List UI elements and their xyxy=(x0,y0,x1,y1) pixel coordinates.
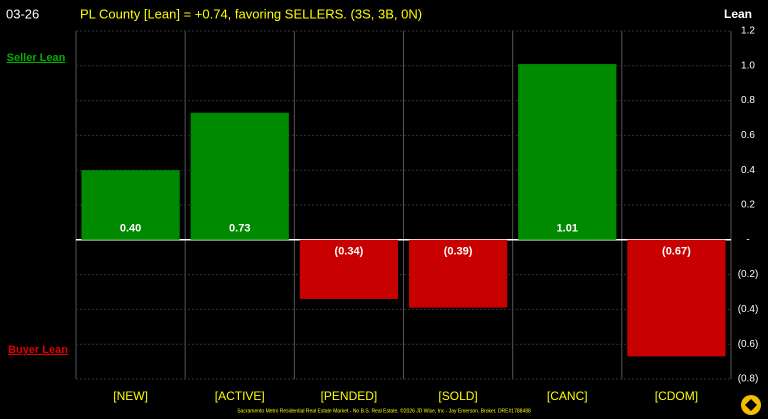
value-label: 0.73 xyxy=(229,223,250,235)
y-tick-label: (0.6) xyxy=(738,339,759,350)
y-tick-label: 1.2 xyxy=(741,26,755,37)
bar xyxy=(81,170,180,240)
y-tick-label: (0.8) xyxy=(738,374,759,385)
value-label: 1.01 xyxy=(557,223,578,235)
x-tick-label: [NEW] xyxy=(113,389,148,403)
x-tick-label: [PENDED] xyxy=(321,389,378,403)
bar xyxy=(627,239,726,357)
value-label: 0.40 xyxy=(120,223,141,235)
x-tick-label: [CDOM] xyxy=(655,389,698,403)
y-tick-label: 0.4 xyxy=(741,165,755,176)
y-tick-label: (0.2) xyxy=(738,269,759,280)
x-tick-label: [SOLD] xyxy=(438,389,477,403)
bar xyxy=(190,112,289,240)
logo xyxy=(741,395,761,415)
x-tick-label: [CANC] xyxy=(547,389,588,403)
y-tick-label: (0.4) xyxy=(738,304,759,315)
value-label: (0.34) xyxy=(335,246,364,258)
x-tick-label: [ACTIVE] xyxy=(215,389,265,403)
buyer-label: Buyer Lean xyxy=(8,344,68,356)
bar xyxy=(299,239,399,299)
bar xyxy=(518,64,617,240)
chart-title: PL County [Lean] = +0.74, favoring SELLE… xyxy=(80,6,422,21)
y-axis-label: Lean xyxy=(724,7,752,21)
y-tick-label: 0.6 xyxy=(741,130,755,141)
footer: Sacramento Metro Residential Real Estate… xyxy=(237,407,531,414)
value-label: (0.67) xyxy=(662,246,691,258)
y-tick-label: - xyxy=(746,234,749,245)
date-label: 03-26 xyxy=(6,6,39,21)
bar xyxy=(408,239,508,308)
y-tick-label: 0.8 xyxy=(741,95,755,106)
value-label: (0.39) xyxy=(444,246,473,258)
seller-label: Seller Lean xyxy=(7,52,66,64)
y-tick-label: 0.2 xyxy=(741,200,755,211)
logo-mark xyxy=(745,399,757,411)
y-tick-label: 1.0 xyxy=(741,60,755,71)
